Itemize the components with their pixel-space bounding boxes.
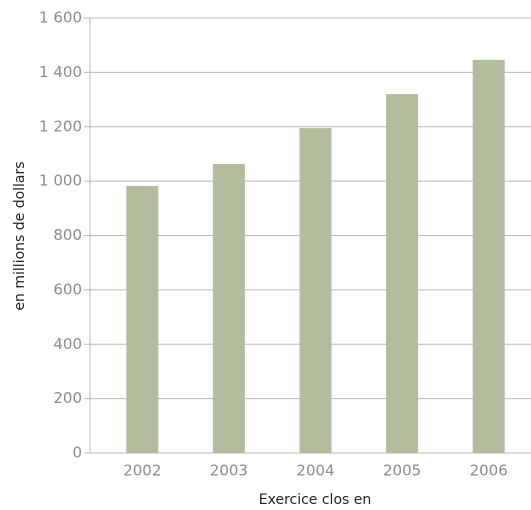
- bar: [386, 94, 419, 453]
- x-tick-label: 2004: [296, 462, 334, 480]
- y-tick-label: 200: [53, 389, 82, 407]
- bar: [299, 128, 332, 453]
- y-tick-label: 0: [72, 444, 82, 462]
- bar: [126, 186, 159, 454]
- y-tick-label: 400: [53, 335, 82, 353]
- bar: [472, 59, 505, 454]
- x-axis-label: Exercice clos en: [259, 492, 372, 508]
- x-tick-label: 2005: [383, 462, 421, 480]
- y-tick-label: 1 600: [39, 9, 82, 27]
- y-tick-label: 1 400: [39, 63, 82, 81]
- x-tick-label: 2006: [470, 462, 508, 480]
- x-tick-label: 2003: [210, 462, 248, 480]
- y-tick-label: 1 200: [39, 117, 82, 135]
- y-tick-label: 600: [53, 280, 82, 298]
- y-tick-label: 800: [53, 226, 82, 244]
- bar: [212, 163, 245, 453]
- x-tick-label: 2002: [123, 462, 161, 480]
- y-tick-label: 1 000: [39, 172, 82, 190]
- y-axis-label: en millions de dollars: [12, 161, 28, 310]
